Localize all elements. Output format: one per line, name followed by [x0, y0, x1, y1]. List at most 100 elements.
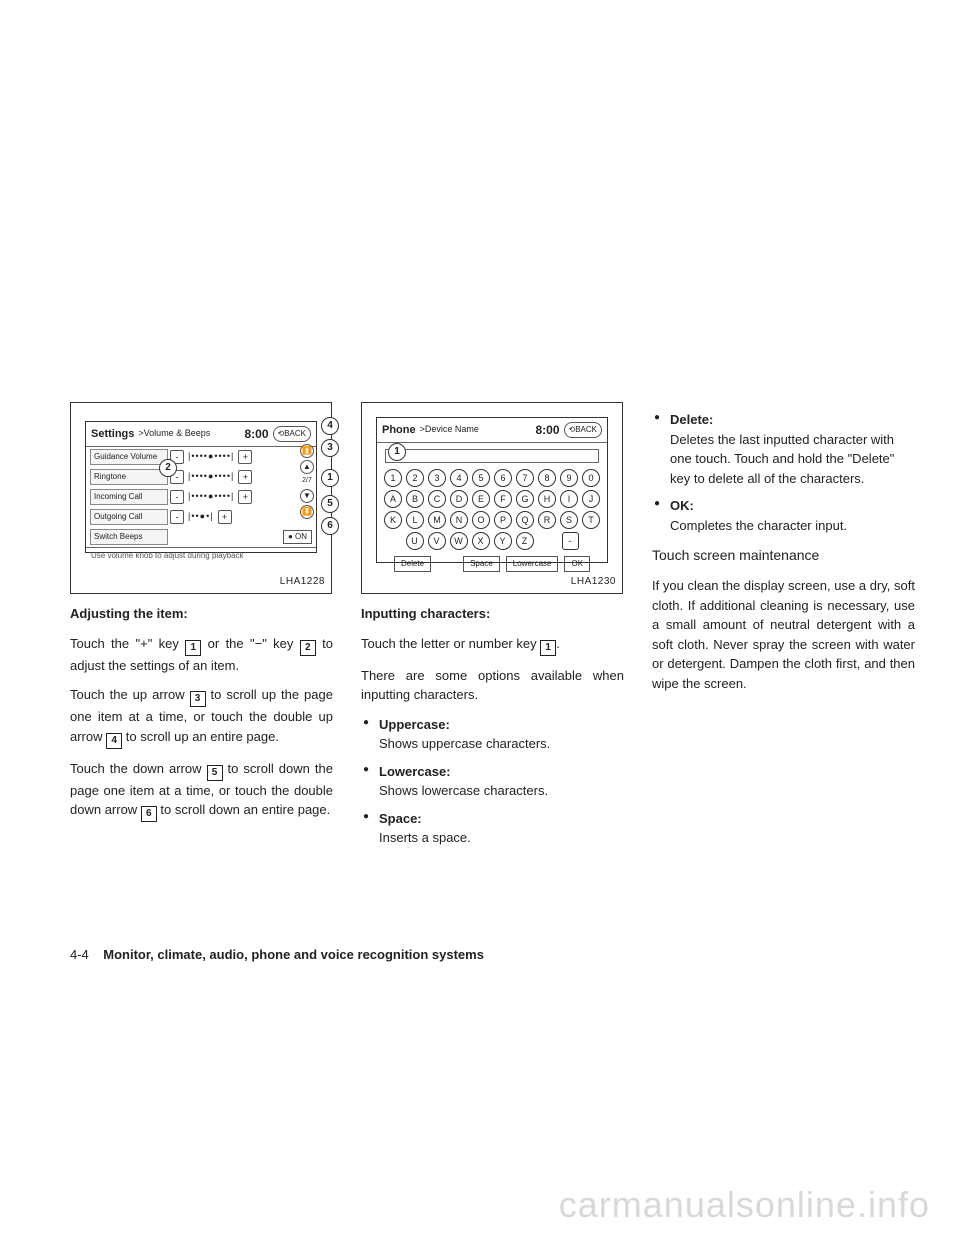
- key-7[interactable]: 7: [516, 469, 534, 487]
- key-f[interactable]: F: [494, 490, 512, 508]
- key-p[interactable]: P: [494, 511, 512, 529]
- key-5[interactable]: 5: [472, 469, 490, 487]
- list-term: Space:: [379, 811, 422, 826]
- keyboard-row: U V W X Y Z -: [377, 532, 607, 550]
- callout-ref-6: 6: [141, 806, 157, 822]
- breadcrumb-page: Volume & Beeps: [144, 427, 211, 441]
- row-label: Switch Beeps: [90, 529, 168, 545]
- key-l[interactable]: L: [406, 511, 424, 529]
- key-s[interactable]: S: [560, 511, 578, 529]
- list-term: Delete:: [670, 412, 713, 427]
- back-button[interactable]: ⟲BACK: [273, 426, 312, 442]
- callout-4: 4: [321, 417, 339, 435]
- plus-button[interactable]: +: [238, 470, 252, 484]
- list-item: Uppercase: Shows uppercase characters.: [361, 715, 624, 754]
- row-label: Ringtone: [90, 469, 168, 485]
- setting-row: Incoming Call - |••••●••••| +: [86, 487, 316, 507]
- screen-footer: Use volume knob to adjust during playbac…: [86, 547, 316, 564]
- key-h[interactable]: H: [538, 490, 556, 508]
- list-desc: Deletes the last inputted character with…: [670, 432, 894, 486]
- key-q[interactable]: Q: [516, 511, 534, 529]
- key-c[interactable]: C: [428, 490, 446, 508]
- slider-dots: |••••●••••|: [188, 470, 234, 484]
- figure-label: LHA1228: [280, 574, 325, 589]
- key-m[interactable]: M: [428, 511, 446, 529]
- hint-text: Use volume knob to adjust during playbac…: [91, 550, 244, 562]
- key-o[interactable]: O: [472, 511, 490, 529]
- minus-button[interactable]: -: [170, 490, 184, 504]
- breadcrumb-root: Settings: [91, 426, 134, 443]
- key-y[interactable]: Y: [494, 532, 512, 550]
- slider-dots: |••••●••••|: [188, 450, 234, 464]
- key-v[interactable]: V: [428, 532, 446, 550]
- row-label: Outgoing Call: [90, 509, 168, 525]
- key-z[interactable]: Z: [516, 532, 534, 550]
- body-text: Touch the down arrow 5 to scroll down th…: [70, 759, 333, 823]
- column-left: Settings > Volume & Beeps 8:00 ⟲BACK Gui…: [70, 402, 333, 856]
- text-input[interactable]: [385, 449, 599, 463]
- key-4[interactable]: 4: [450, 469, 468, 487]
- callout-ref-4: 4: [106, 733, 122, 749]
- key-u[interactable]: U: [406, 532, 424, 550]
- row-label: Incoming Call: [90, 489, 168, 505]
- key-w[interactable]: W: [450, 532, 468, 550]
- key-b[interactable]: B: [406, 490, 424, 508]
- keyboard-buttons: Delete Space Lowercase OK: [377, 556, 607, 572]
- plus-button[interactable]: +: [218, 510, 232, 524]
- key-a[interactable]: A: [384, 490, 402, 508]
- minus-button[interactable]: -: [170, 510, 184, 524]
- slider-dots: |••●•|: [188, 510, 214, 524]
- down-arrow-icon[interactable]: ▼: [300, 489, 314, 503]
- callout-6: 6: [321, 517, 339, 535]
- list-item: OK: Completes the character input.: [652, 496, 915, 535]
- column-middle: Phone > Device Name 8:00 ⟲BACK 1 2 3 4 5…: [361, 402, 624, 856]
- touchscreen-settings: Settings > Volume & Beeps 8:00 ⟲BACK Gui…: [85, 421, 317, 553]
- callout-1: 1: [388, 443, 406, 461]
- plus-button[interactable]: +: [238, 490, 252, 504]
- double-up-arrow-icon[interactable]: ⏫: [300, 444, 314, 458]
- delete-button[interactable]: Delete: [394, 556, 431, 572]
- plus-button[interactable]: +: [238, 450, 252, 464]
- list-term: Uppercase:: [379, 717, 450, 732]
- subheading: Inputting characters:: [361, 604, 624, 624]
- double-down-arrow-icon[interactable]: ⏬: [300, 505, 314, 519]
- section-title: Monitor, climate, audio, phone and voice…: [103, 947, 484, 962]
- list-term: Lowercase:: [379, 764, 451, 779]
- clock: 8:00: [535, 421, 559, 439]
- key-9[interactable]: 9: [560, 469, 578, 487]
- up-arrow-icon[interactable]: ▲: [300, 460, 314, 474]
- on-toggle[interactable]: ● ON: [283, 530, 312, 544]
- key-r[interactable]: R: [538, 511, 556, 529]
- lowercase-button[interactable]: Lowercase: [506, 556, 559, 572]
- space-button[interactable]: Space: [463, 556, 500, 572]
- key-n[interactable]: N: [450, 511, 468, 529]
- callout-2: 2: [159, 459, 177, 477]
- back-button[interactable]: ⟲BACK: [564, 422, 603, 438]
- key-x[interactable]: X: [472, 532, 490, 550]
- key-3[interactable]: 3: [428, 469, 446, 487]
- subheading: Adjusting the item:: [70, 604, 333, 624]
- key-k[interactable]: K: [384, 511, 402, 529]
- ok-button[interactable]: OK: [564, 556, 590, 572]
- key-j[interactable]: J: [582, 490, 600, 508]
- callout-ref-5: 5: [207, 765, 223, 781]
- key-1[interactable]: 1: [384, 469, 402, 487]
- key-t[interactable]: T: [582, 511, 600, 529]
- list-desc: Inserts a space.: [379, 830, 471, 845]
- key-g[interactable]: G: [516, 490, 534, 508]
- figure-keyboard-screen: Phone > Device Name 8:00 ⟲BACK 1 2 3 4 5…: [361, 402, 623, 594]
- watermark: carmanualsonline.info: [559, 1184, 930, 1226]
- list-desc: Shows lowercase characters.: [379, 783, 548, 798]
- key-e[interactable]: E: [472, 490, 490, 508]
- key-0[interactable]: 0: [582, 469, 600, 487]
- key-hyphen[interactable]: -: [562, 532, 579, 550]
- list-desc: Shows uppercase characters.: [379, 736, 550, 751]
- key-6[interactable]: 6: [494, 469, 512, 487]
- key-2[interactable]: 2: [406, 469, 424, 487]
- key-8[interactable]: 8: [538, 469, 556, 487]
- row-label: Guidance Volume: [90, 449, 168, 465]
- page-number: 4-4: [70, 947, 89, 962]
- key-i[interactable]: I: [560, 490, 578, 508]
- section-heading: Touch screen maintenance: [652, 545, 915, 566]
- key-d[interactable]: D: [450, 490, 468, 508]
